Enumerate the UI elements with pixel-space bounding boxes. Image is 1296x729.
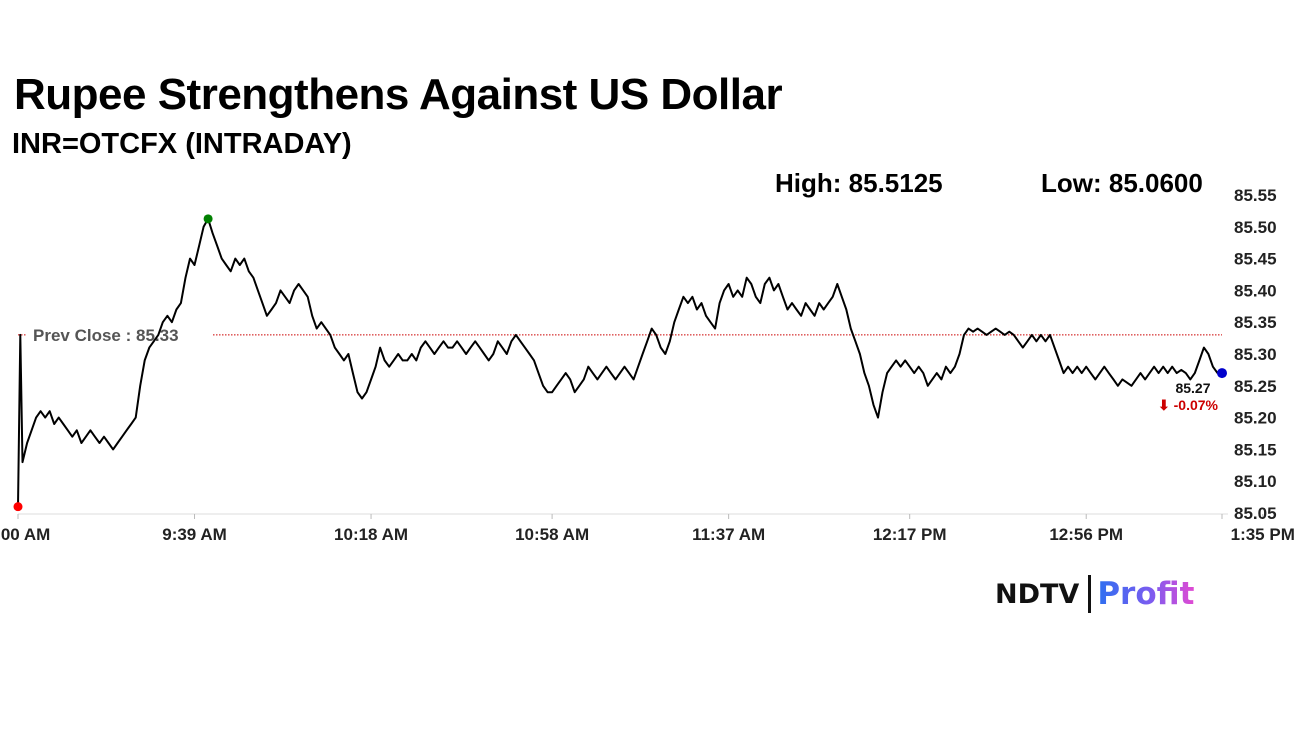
y-tick-label: 85.40 xyxy=(1234,281,1277,300)
logo-ndtv: NDTV xyxy=(995,578,1080,610)
y-tick-label: 85.25 xyxy=(1234,377,1277,396)
y-tick-label: 85.15 xyxy=(1234,440,1277,459)
logo-profit: Profit xyxy=(1097,576,1195,612)
change-label: ⬇ -0.07% xyxy=(1158,397,1219,413)
high-marker xyxy=(203,214,213,224)
y-tick-label: 85.45 xyxy=(1234,250,1277,269)
x-tick-label: 12:56 PM xyxy=(1049,525,1123,544)
price-line xyxy=(17,217,1222,507)
y-tick-label: 85.30 xyxy=(1234,345,1277,364)
y-tick-label: 85.50 xyxy=(1234,218,1277,237)
ndtv-profit-logo: NDTV Profit xyxy=(995,574,1194,614)
prev-close-label-bg xyxy=(26,322,212,347)
low-value: Low: 85.0600 xyxy=(1041,168,1203,198)
x-tick-label: 10:58 AM xyxy=(515,525,589,544)
x-tick-label: 9:00 AM xyxy=(0,525,50,544)
y-tick-label: 85.35 xyxy=(1234,313,1277,332)
x-tick-label: 1:35 PM xyxy=(1231,525,1295,544)
chart-subtitle: INR=OTCFX (INTRADAY) xyxy=(12,128,352,160)
y-tick-label: 85.20 xyxy=(1234,409,1277,428)
low-marker xyxy=(13,502,23,512)
y-tick-label: 85.10 xyxy=(1234,472,1277,491)
chart-title: Rupee Strengthens Against US Dollar xyxy=(14,70,783,119)
last-value-label: 85.27 xyxy=(1175,380,1210,396)
prev-close-label: Prev Close : 85.33 xyxy=(33,326,179,345)
y-tick-label: 85.55 xyxy=(1234,186,1277,205)
last-value-marker xyxy=(1217,368,1227,379)
x-tick-label: 10:18 AM xyxy=(334,525,408,544)
x-tick-label: 12:17 PM xyxy=(873,525,947,544)
x-tick-label: 11:37 AM xyxy=(692,525,765,544)
logo-divider xyxy=(1088,575,1092,613)
x-tick-label: 9:39 AM xyxy=(162,525,227,544)
high-value: High: 85.5125 xyxy=(775,168,943,198)
y-tick-label: 85.05 xyxy=(1234,504,1277,523)
